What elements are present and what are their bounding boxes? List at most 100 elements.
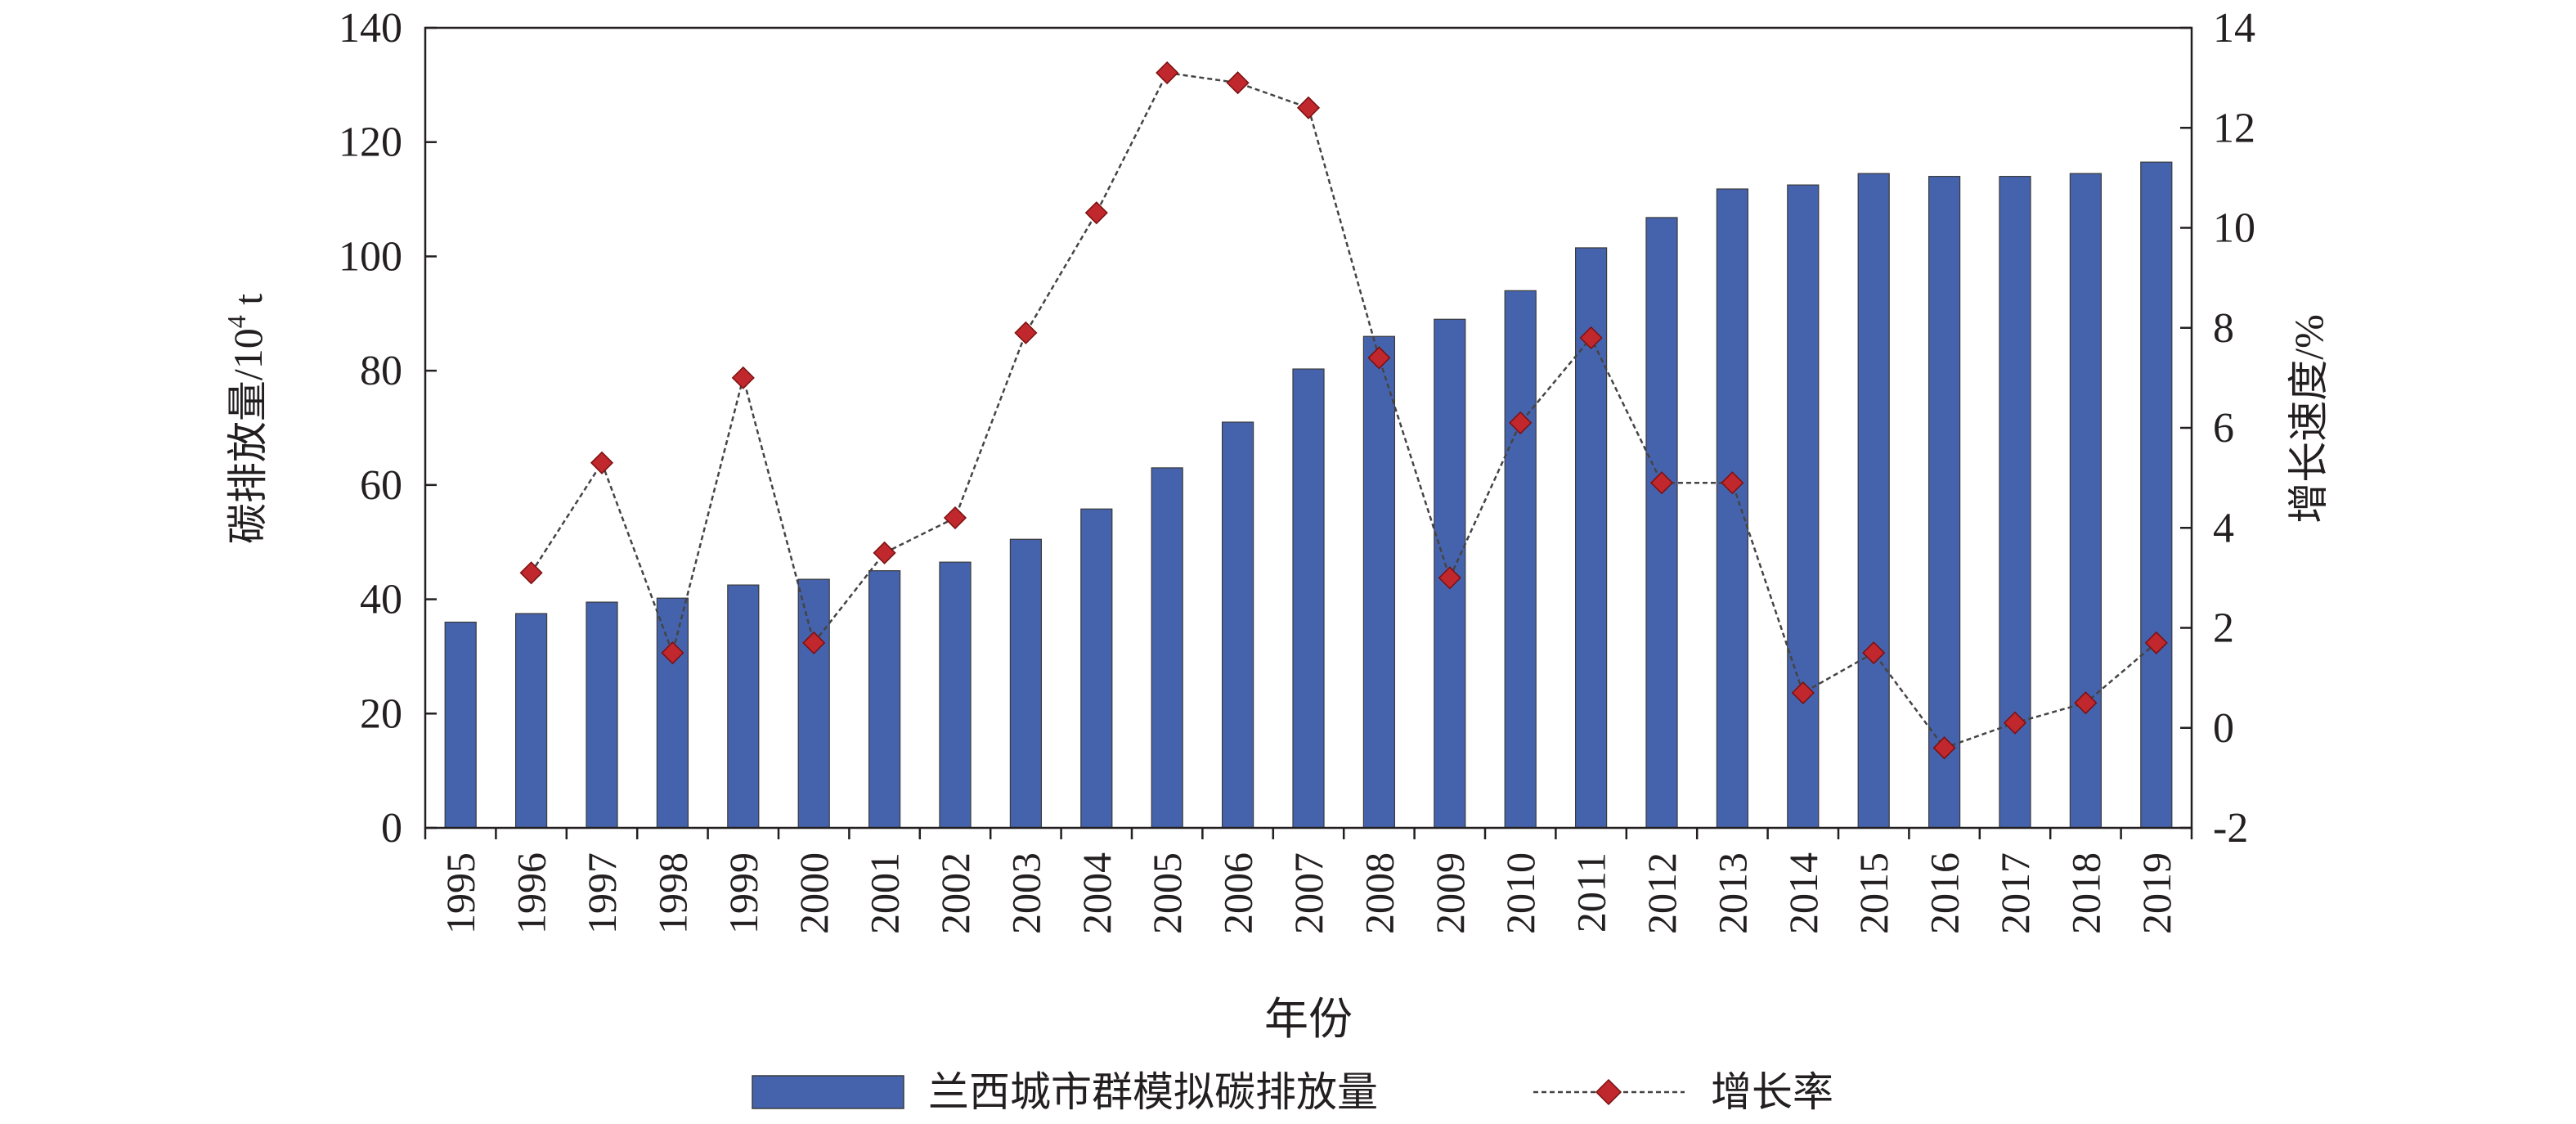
growth-rate-point bbox=[1226, 71, 1250, 95]
growth-rate-point bbox=[519, 561, 543, 585]
x-tick-label: 1997 bbox=[579, 852, 625, 934]
bar bbox=[797, 578, 830, 829]
x-tick-label: 2013 bbox=[1709, 852, 1755, 934]
bar bbox=[1292, 368, 1325, 829]
legend-line-marker bbox=[1595, 1078, 1622, 1106]
x-tick-label: 2014 bbox=[1780, 852, 1826, 934]
bar bbox=[868, 570, 901, 829]
plot-area: 0 20 40 60 80 100 120 140 -2 0 2 4 6 8 10 12 14 1995 1996 1… bbox=[339, 5, 2255, 934]
y2-tick-label: 10 bbox=[2213, 205, 2255, 252]
bar bbox=[586, 601, 618, 829]
bar bbox=[2069, 173, 2103, 829]
x-tick-label: 2009 bbox=[1427, 852, 1473, 934]
growth-rate-point bbox=[1367, 346, 1391, 370]
y2-axis-title: 增长速度/% bbox=[2286, 314, 2331, 524]
x-tick-label: 2007 bbox=[1286, 852, 1331, 934]
x-axis-label: 年份 bbox=[1264, 995, 1353, 1044]
growth-rate-point bbox=[1509, 411, 1533, 434]
x-tick-label: 2012 bbox=[1639, 852, 1685, 934]
x-tick-label: 2018 bbox=[2062, 852, 2108, 934]
bar bbox=[514, 613, 548, 829]
growth-rate-point bbox=[873, 541, 896, 564]
growth-rate-point bbox=[661, 641, 684, 665]
growth-rate-point bbox=[802, 631, 826, 654]
x-tick-label: 1998 bbox=[649, 852, 695, 934]
x-tick-label: 2016 bbox=[1922, 852, 1968, 934]
legend-bar-label: 兰西城市群模拟碳排放量 bbox=[928, 1069, 1378, 1115]
y2-tick-label: 12 bbox=[2213, 105, 2255, 151]
growth-rate-point bbox=[1296, 96, 1321, 119]
x-tick-label: 2003 bbox=[1003, 852, 1048, 934]
growth-rate-point bbox=[1791, 681, 1815, 705]
bar bbox=[1716, 188, 1749, 829]
y-tick-label: 20 bbox=[360, 690, 402, 737]
growth-rate-point bbox=[2003, 711, 2027, 735]
y2-tick-label: 6 bbox=[2213, 405, 2234, 452]
bar bbox=[1151, 467, 1183, 829]
x-tick-label: 2001 bbox=[862, 852, 908, 934]
growth-rate-point bbox=[1084, 201, 1108, 225]
x-tick-label: 2011 bbox=[1568, 852, 1614, 933]
bar bbox=[1080, 508, 1113, 829]
y2-tick-label: 0 bbox=[2213, 705, 2234, 752]
growth-rate-point bbox=[1156, 61, 1179, 85]
growth-rate-point bbox=[1862, 641, 1886, 665]
bar bbox=[1928, 176, 1961, 829]
x-tick-label: 2006 bbox=[1215, 852, 1261, 934]
x-tick-label: 2019 bbox=[2134, 852, 2179, 934]
legend-bar-swatch bbox=[752, 1075, 904, 1109]
y2-tick-label: -2 bbox=[2213, 805, 2248, 852]
bar bbox=[444, 621, 477, 829]
y-tick-label: 80 bbox=[360, 348, 402, 394]
x-tick-label: 2008 bbox=[1356, 852, 1402, 934]
y-axis-label-text: 碳排放量/10 bbox=[225, 328, 271, 544]
y-tick-label: 60 bbox=[360, 462, 402, 509]
growth-rate-point bbox=[1649, 471, 1674, 495]
legend: 兰西城市群模拟碳排放量 增长率 bbox=[752, 1069, 1833, 1115]
bar bbox=[727, 584, 760, 829]
growth-rate-point bbox=[1438, 566, 1461, 590]
bar bbox=[939, 561, 972, 829]
y-axis-label-unit: t bbox=[225, 294, 271, 316]
y2-tick-label: 4 bbox=[2213, 505, 2234, 551]
growth-rate-point bbox=[1721, 471, 1744, 495]
legend-line-label: 增长率 bbox=[1711, 1069, 1833, 1115]
x-tick-label: 1995 bbox=[438, 852, 483, 934]
x-tick-label: 1999 bbox=[720, 852, 766, 934]
y-tick-label: 100 bbox=[339, 233, 402, 280]
y-tick-label: 0 bbox=[381, 805, 402, 852]
growth-rate-point bbox=[2144, 631, 2168, 654]
x-tick-label: 1996 bbox=[509, 852, 554, 934]
bar bbox=[1221, 421, 1254, 829]
y2-tick-label: 8 bbox=[2213, 305, 2234, 352]
y-tick-label: 120 bbox=[339, 119, 402, 166]
growth-rate-point bbox=[1932, 736, 1956, 760]
growth-rate-line bbox=[530, 71, 2157, 749]
x-tick-label: 2004 bbox=[1074, 852, 1120, 934]
bar bbox=[1504, 290, 1537, 829]
x-tick-label: 2015 bbox=[1851, 852, 1896, 934]
y-axis-label: 碳排放量/104 t bbox=[222, 294, 271, 544]
y-tick-label: 140 bbox=[339, 5, 402, 52]
x-tick-label: 2002 bbox=[932, 852, 978, 934]
bar bbox=[1999, 176, 2031, 829]
x-tick-label: 2005 bbox=[1144, 852, 1190, 934]
y2-tick-label: 14 bbox=[2213, 5, 2255, 52]
growth-rate-point bbox=[731, 366, 755, 389]
y-axis-label-exponent: 4 bbox=[222, 315, 251, 328]
y2-tick-label: 2 bbox=[2213, 605, 2234, 652]
growth-rate-point bbox=[590, 451, 614, 474]
bar bbox=[656, 597, 689, 829]
bar bbox=[1645, 217, 1678, 829]
growth-rate-point bbox=[2074, 691, 2098, 715]
growth-rate-point bbox=[1014, 321, 1038, 344]
growth-rate-point bbox=[1579, 326, 1603, 350]
bar bbox=[1362, 335, 1396, 829]
bar bbox=[1787, 184, 1820, 829]
growth-rate-point bbox=[943, 506, 967, 530]
bar bbox=[1857, 173, 1890, 829]
y2-axis-label: 增长速度/% bbox=[2286, 314, 2331, 524]
y-axis-title: 碳排放量/104 t bbox=[222, 294, 271, 544]
y-tick-label: 40 bbox=[360, 577, 402, 623]
